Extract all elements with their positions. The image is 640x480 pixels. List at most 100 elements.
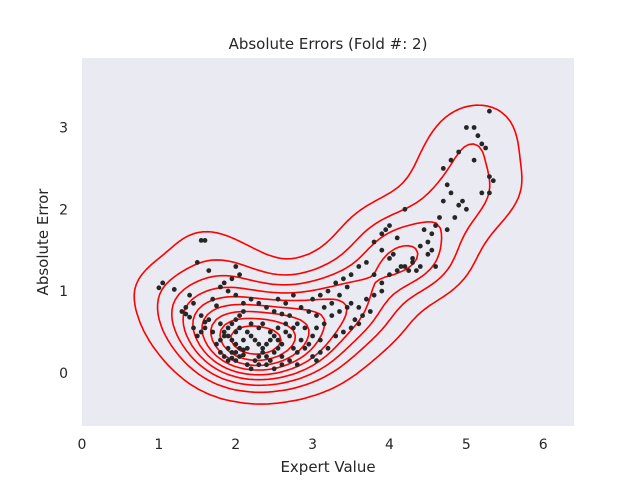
scatter-point (237, 345, 243, 351)
scatter-point (279, 341, 285, 347)
scatter-point (206, 268, 212, 273)
scatter-point (252, 358, 258, 363)
scatter-point (202, 238, 208, 243)
scatter-point (352, 317, 358, 323)
scatter-point (440, 198, 446, 204)
scatter-point (179, 309, 185, 314)
scatter-point (444, 227, 450, 233)
scatter-point (394, 235, 400, 241)
scatter-point (248, 296, 254, 302)
scatter-point (440, 166, 446, 171)
scatter-point (256, 362, 262, 368)
scatter-point (425, 251, 431, 257)
scatter-point (241, 337, 246, 343)
scatter-point (229, 276, 235, 282)
scatter-point (321, 305, 327, 310)
scatter-point (325, 345, 331, 351)
scatter-point (364, 296, 369, 302)
scatter-point (398, 264, 404, 269)
scatter-point (483, 145, 488, 151)
scatter-point (279, 354, 285, 359)
y-axis-ticks: 0 1 2 3 (59, 121, 68, 382)
scatter-point (221, 333, 227, 339)
scatter-point (275, 296, 281, 302)
x-axis-label: Expert Value (280, 458, 375, 476)
scatter-point (337, 309, 342, 314)
scatter-point (229, 337, 235, 343)
y-tick-label: 2 (59, 202, 68, 218)
scatter-point (379, 280, 385, 286)
scatter-point (294, 350, 300, 355)
scatter-point (379, 247, 385, 253)
scatter-point (348, 325, 354, 331)
scatter-point (221, 329, 227, 335)
scatter-point (233, 329, 239, 335)
scatter-point (221, 280, 227, 286)
scatter-point (198, 238, 204, 243)
scatter-point (233, 264, 239, 269)
scatter-point (241, 300, 246, 306)
scatter-point (241, 309, 246, 314)
scatter-point (287, 333, 292, 339)
scatter-point (298, 305, 304, 310)
scatter-point (425, 239, 431, 245)
scatter-point (452, 215, 458, 220)
scatter-point (325, 288, 331, 294)
scatter-point (233, 358, 239, 363)
scatter-point (402, 206, 408, 212)
scatter-point (479, 190, 485, 196)
scatter-point (229, 355, 235, 361)
scatter-point (475, 133, 481, 139)
x-tick-label: 3 (308, 437, 317, 453)
scatter-point (191, 300, 196, 306)
scatter-point (429, 247, 435, 253)
kde-contour-line (156, 143, 491, 394)
scatter-point (171, 287, 177, 292)
scatter-point (214, 341, 219, 347)
scatter-point (233, 317, 239, 323)
scatter-point (414, 268, 419, 273)
scatter-point (248, 333, 254, 339)
scatter-point (283, 300, 289, 306)
scatter-point (306, 309, 312, 314)
x-tick-label: 4 (385, 437, 394, 453)
scatter-point (271, 350, 277, 355)
scatter-point (279, 362, 285, 368)
scatter-point (260, 350, 266, 355)
scatter-point (271, 309, 277, 314)
scatter-point (487, 108, 492, 114)
scatter-point (464, 125, 469, 130)
y-tick-label: 1 (59, 284, 68, 300)
scatter-point (198, 313, 204, 318)
scatter-point (202, 319, 208, 325)
kde-contour-line (133, 104, 523, 405)
scatter-point (456, 202, 462, 208)
scatter-point (390, 251, 396, 257)
scatter-point (275, 337, 281, 343)
scatter-point (329, 300, 335, 306)
scatter-point (206, 317, 212, 323)
scatter-point (417, 243, 423, 249)
scatter-point (291, 292, 296, 298)
scatter-point (437, 215, 442, 220)
scatter-point (371, 292, 377, 298)
scatter-point (256, 341, 262, 347)
scatter-point (321, 321, 327, 327)
scatter-point (433, 223, 438, 229)
scatter-point (194, 260, 200, 265)
scatter-point (225, 358, 231, 363)
scatter-point (490, 178, 496, 184)
scatter-point (367, 309, 373, 314)
scatter-point (237, 313, 243, 318)
scatter-point (214, 303, 219, 309)
scatter-point (252, 337, 258, 343)
scatter-point (394, 268, 400, 273)
scatter-point (237, 354, 243, 359)
scatter-point (221, 354, 227, 359)
scatter-point (275, 325, 281, 331)
scatter-point (283, 329, 289, 335)
scatter-point (364, 260, 369, 265)
scatter-point (287, 358, 292, 363)
scatter-point (360, 313, 365, 318)
